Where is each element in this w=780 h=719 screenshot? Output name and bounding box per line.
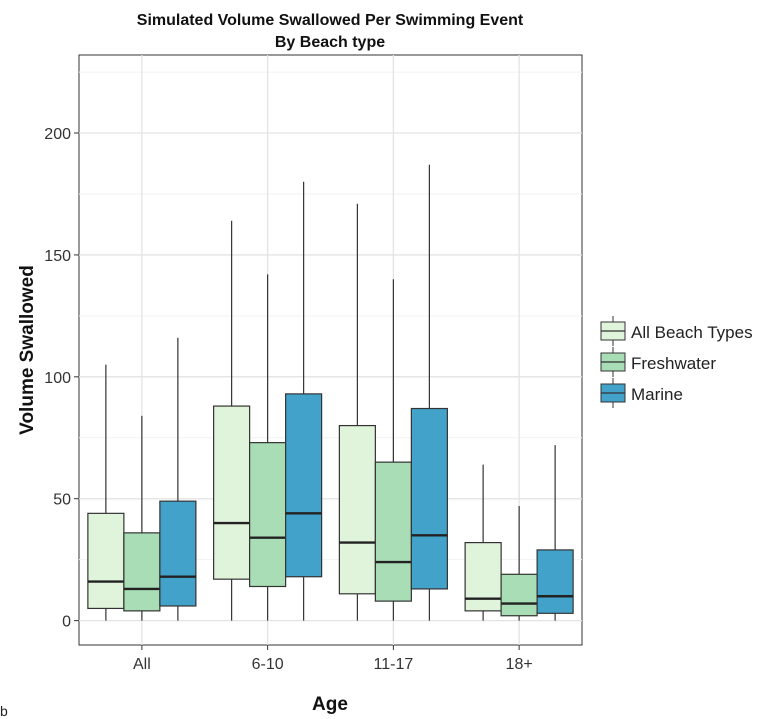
box-2-0 <box>338 203 376 621</box>
box-rect <box>249 442 287 588</box>
x-axis-ticks: All 6-10 11-17 18+ <box>133 645 533 673</box>
legend-item: All Beach Types <box>600 316 753 346</box>
box-3-1 <box>500 506 538 621</box>
box-3-0 <box>464 464 502 621</box>
legend-label: All Beach Types <box>631 323 753 342</box>
legend-label: Marine <box>631 385 683 404</box>
box-3-2 <box>536 445 574 621</box>
panel-letter: b <box>0 703 8 719</box>
legend-label: Freshwater <box>631 354 716 373</box>
box-2-2 <box>410 164 448 621</box>
box-rect <box>338 424 376 595</box>
x-tick-label: 11-17 <box>374 656 414 673</box>
box-1-2 <box>285 181 323 621</box>
y-axis-title: Volume Swallowed <box>17 265 38 435</box>
box-rect <box>285 393 323 578</box>
x-tick-label: 18+ <box>506 656 533 673</box>
x-tick-label: All <box>133 656 151 673</box>
box-0-2 <box>159 337 197 621</box>
box-rect <box>464 542 502 612</box>
legend: All Beach Types Freshwater Marine <box>600 316 753 408</box>
box-0-1 <box>123 415 161 621</box>
box-group <box>87 164 574 621</box>
box-rect <box>159 500 197 607</box>
box-rect <box>536 549 574 614</box>
box-2-1 <box>374 279 412 621</box>
box-0-0 <box>87 364 125 621</box>
box-rect <box>123 532 161 612</box>
legend-item: Marine <box>600 378 683 408</box>
y-tick-label: 100 <box>44 370 71 387</box>
x-axis-title: Age <box>312 694 348 715</box>
box-rect <box>87 512 125 610</box>
box-rect <box>213 405 251 580</box>
box-rect <box>500 573 538 617</box>
y-tick-label: 200 <box>44 126 71 143</box>
y-tick-label: 150 <box>44 248 71 265</box>
y-tick-label: 50 <box>53 492 71 509</box>
box-1-1 <box>249 274 287 621</box>
box-1-0 <box>213 220 251 621</box>
x-tick-label: 6-10 <box>252 656 284 673</box>
chart-subtitle: By Beach type <box>275 34 385 51</box>
chart-title: Simulated Volume Swallowed Per Swimming … <box>137 12 524 29</box>
box-rect <box>410 407 448 590</box>
y-tick-label: 0 <box>62 614 71 631</box>
y-axis-ticks: 0 50 100 150 200 <box>44 126 79 631</box>
legend-item: Freshwater <box>600 347 716 377</box>
box-rect <box>374 461 412 602</box>
